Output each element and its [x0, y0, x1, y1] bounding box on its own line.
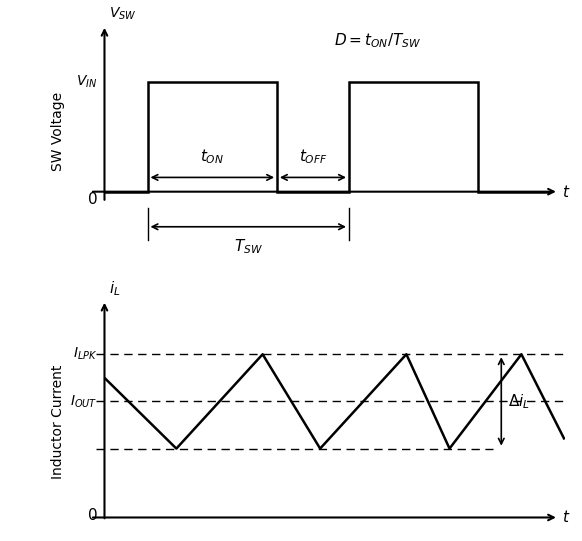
- Text: $i_L$: $i_L$: [109, 279, 120, 298]
- Text: $t_{OFF}$: $t_{OFF}$: [299, 148, 327, 167]
- Text: $D = t_{ON}/ T_{SW}$: $D = t_{ON}/ T_{SW}$: [334, 31, 421, 50]
- Text: $t$: $t$: [562, 184, 570, 200]
- Text: $V_{IN}$: $V_{IN}$: [76, 74, 97, 90]
- Text: Inductor Current: Inductor Current: [51, 364, 66, 479]
- Text: $t$: $t$: [562, 510, 570, 525]
- Text: $T_{SW}$: $T_{SW}$: [234, 237, 262, 256]
- Text: $V_{SW}$: $V_{SW}$: [109, 5, 136, 22]
- Text: SW Voltage: SW Voltage: [51, 92, 66, 171]
- Text: $t_{ON}$: $t_{ON}$: [200, 148, 224, 167]
- Text: $\Delta i_L$: $\Delta i_L$: [509, 392, 530, 411]
- Text: $I_{OUT}$: $I_{OUT}$: [70, 393, 97, 410]
- Text: 0: 0: [88, 192, 97, 207]
- Text: $I_{LPK}$: $I_{LPK}$: [73, 346, 97, 362]
- Text: 0: 0: [88, 508, 97, 523]
